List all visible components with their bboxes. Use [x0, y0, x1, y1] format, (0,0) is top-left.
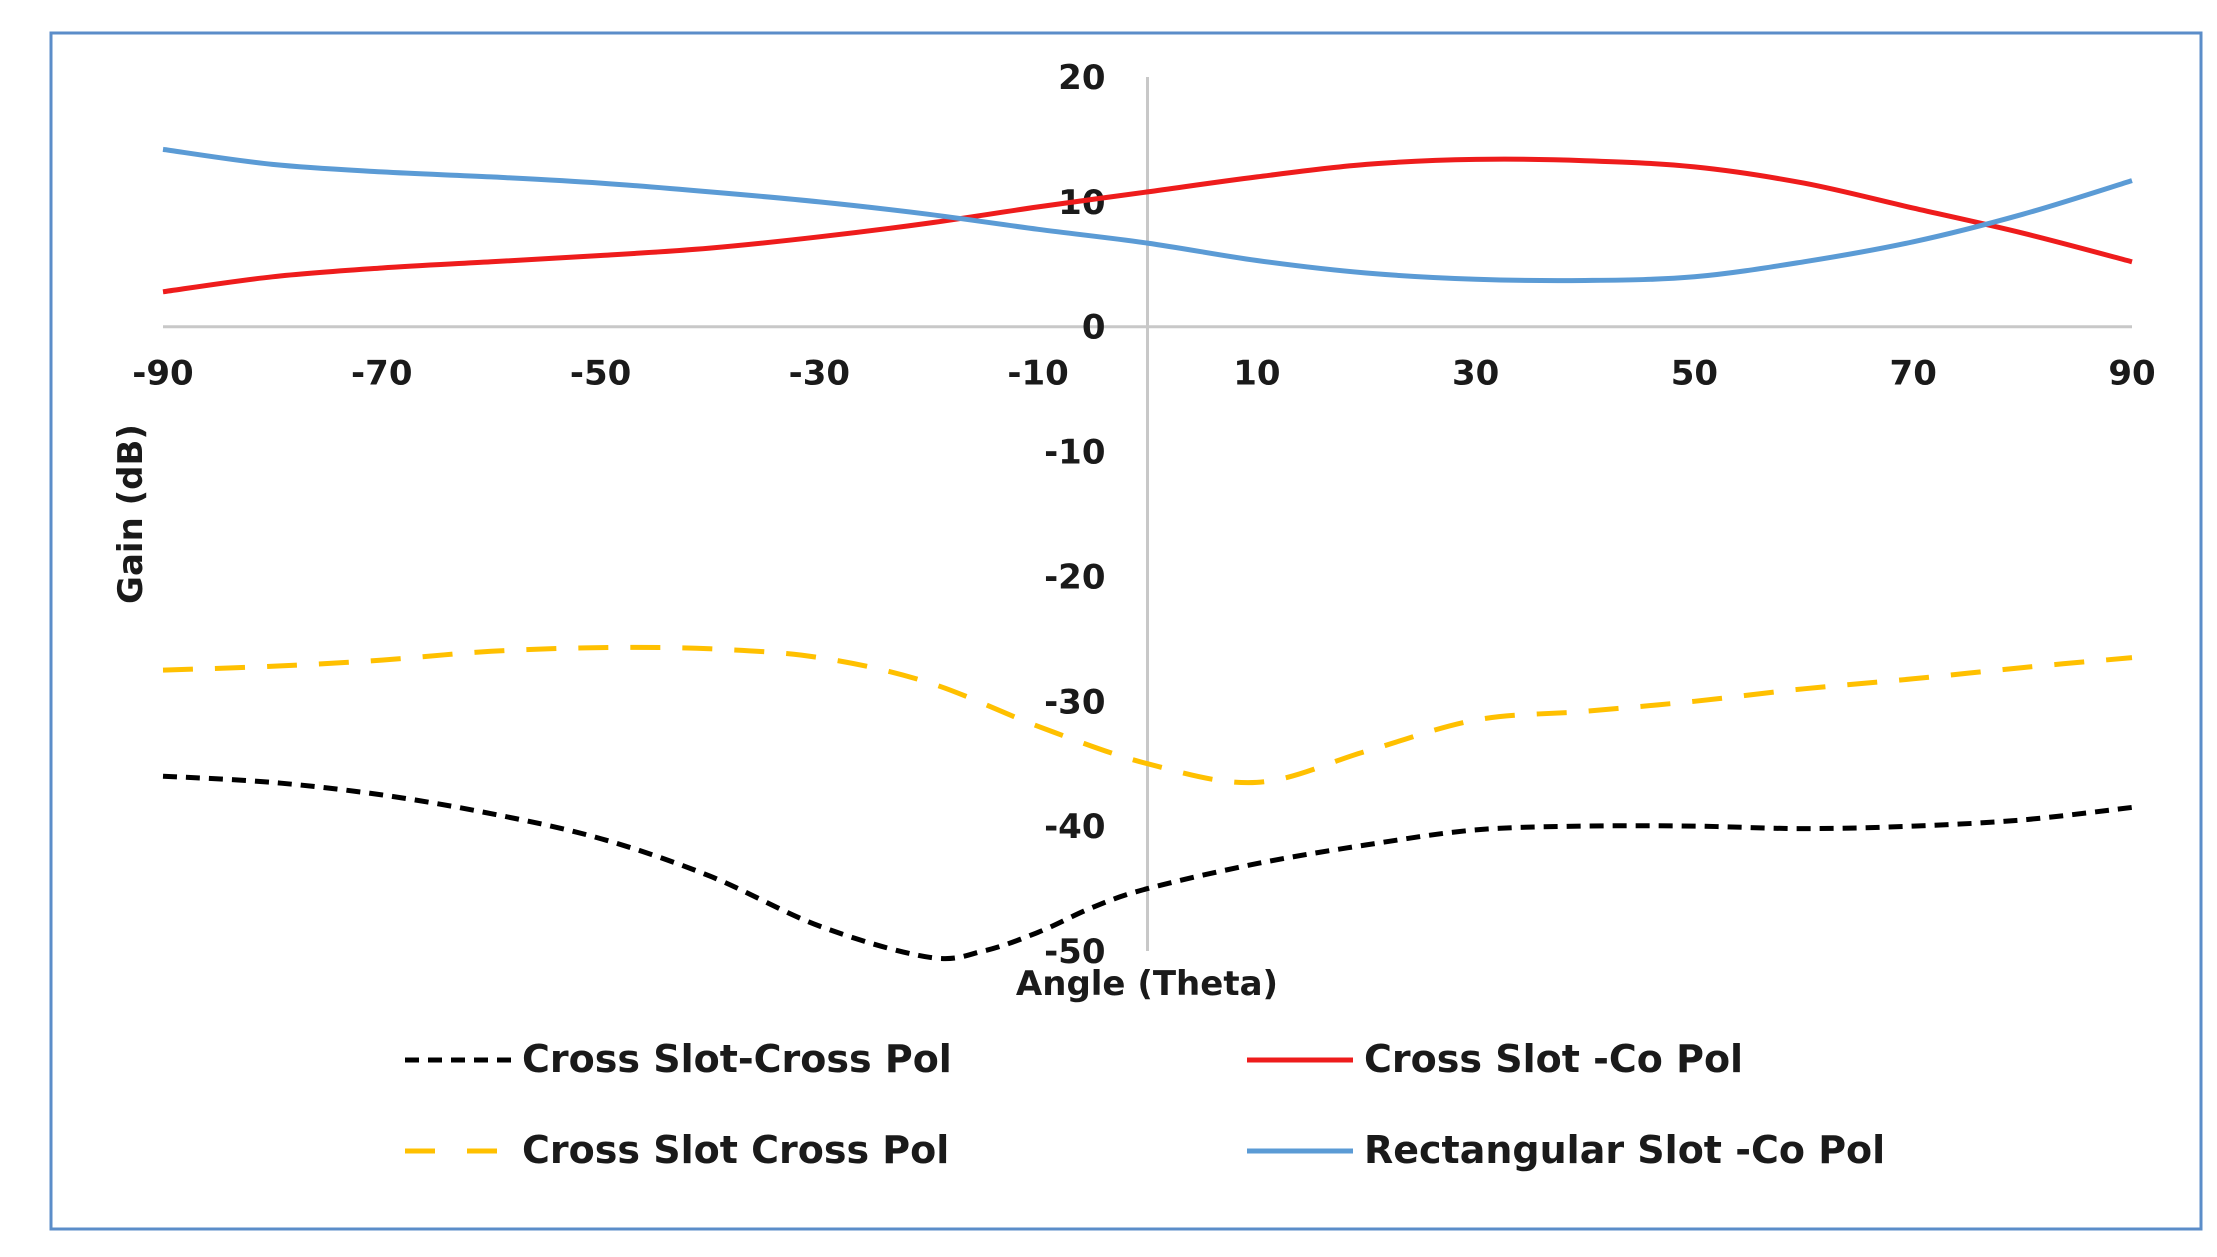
x-tick-label: 90 — [2108, 354, 2155, 394]
legend: Cross Slot-Cross Pol Cross Slot -Co Pol Cr… — [405, 1037, 1885, 1172]
chart-border — [49, 31, 2203, 1231]
y-axis-title: Gain (dB) — [111, 424, 151, 604]
x-tick-label: -10 — [1007, 354, 1068, 394]
legend-item: Rectangular Slot -Co Pol — [1247, 1128, 1885, 1172]
legend-label: Rectangular Slot -Co Pol — [1364, 1128, 1885, 1172]
legend-label: Cross Slot Cross Pol — [522, 1128, 949, 1172]
y-tick-label: -40 — [1044, 807, 1105, 847]
series-line-cross-slot-cross-pol — [162, 644, 2133, 786]
series-line-cross-slot-cross-pol — [162, 773, 2133, 962]
x-axis-title: Angle (Theta) — [1016, 964, 1278, 1004]
x-tick-label: 50 — [1671, 354, 1718, 394]
x-tick-label: -70 — [351, 354, 412, 394]
y-tick-label: 20 — [1058, 58, 1105, 98]
y-tick-label: -30 — [1044, 682, 1105, 722]
legend-item: Cross Slot-Cross Pol — [405, 1037, 952, 1081]
y-tick-label: -50 — [1044, 932, 1105, 972]
y-tick-label: -10 — [1044, 433, 1105, 473]
x-tick-label: -50 — [570, 354, 631, 394]
x-tick-label: -30 — [789, 354, 850, 394]
legend-label: Cross Slot -Co Pol — [1364, 1037, 1743, 1081]
series-line-rectangular-slot-co-pol — [162, 146, 2133, 284]
legend-label: Cross Slot-Cross Pol — [522, 1037, 952, 1081]
x-tick-label: 30 — [1452, 354, 1499, 394]
x-tick-label: -90 — [132, 354, 193, 394]
x-tick-label: 70 — [1890, 354, 1937, 394]
y-tick-label: 0 — [1082, 308, 1106, 348]
x-tick-label: 10 — [1233, 354, 1280, 394]
series-line-cross-slot-co-pol — [162, 156, 2133, 295]
legend-item: Cross Slot Cross Pol — [405, 1128, 949, 1172]
x-tick-labels: -90 -70 -50 -30 -10 10 30 50 70 90 — [132, 354, 2155, 394]
legend-item: Cross Slot -Co Pol — [1247, 1037, 1743, 1081]
series-lines — [162, 146, 2133, 962]
y-tick-label: -20 — [1044, 557, 1105, 597]
